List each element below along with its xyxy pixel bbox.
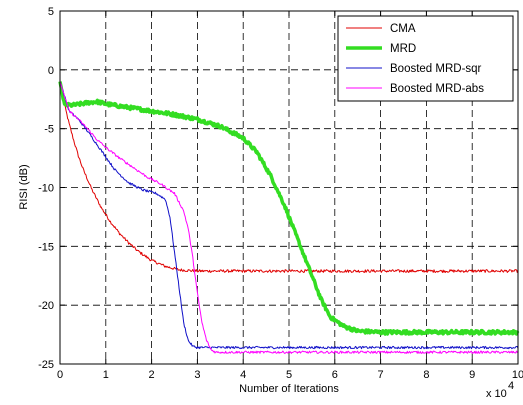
legend-label-2: Boosted MRD-sqr — [390, 63, 482, 75]
y-tick-label: -20 — [38, 300, 54, 312]
y-tick-label: 5 — [48, 6, 54, 18]
y-tick-label: -10 — [38, 183, 54, 195]
series-line-3 — [59, 81, 519, 354]
x-tick-label: 2 — [149, 369, 155, 381]
x-tick-label: 4 — [240, 369, 246, 381]
y-tick-label: -25 — [38, 359, 54, 371]
x-tick-label: 3 — [194, 369, 200, 381]
x-tick-label: 7 — [378, 369, 384, 381]
x-tick-label: 9 — [469, 369, 475, 381]
x-tick-label: 8 — [423, 369, 429, 381]
x-tick-label: 10 — [512, 369, 523, 381]
legend: CMA MRD Boosted MRD-sqr Boosted MRD-abs — [337, 15, 514, 102]
y-axis-label: RISI (dB) — [18, 164, 30, 209]
y-tick-label: -15 — [38, 241, 54, 253]
legend-label-1: MRD — [390, 43, 416, 55]
series-group — [58, 81, 520, 354]
series-line-0 — [59, 81, 519, 273]
x-tick-label: 1 — [103, 369, 109, 381]
legend-label-0: CMA — [390, 23, 416, 35]
y-tick-label: -5 — [44, 124, 54, 136]
x-tick-label: 5 — [286, 369, 292, 381]
x-multiplier-label: x 10 — [486, 388, 507, 400]
tick-labels: 0 1 2 3 4 5 6 7 8 9 10 5 0 -5 -10 -15 -20 -25 — [38, 6, 523, 381]
y-tick-label: 0 — [48, 65, 54, 77]
x-tick-label: 6 — [332, 369, 338, 381]
x-axis-label: Number of Iterations — [239, 383, 339, 395]
ticks — [59, 10, 519, 365]
legend-box — [337, 15, 514, 102]
x-multiplier-exponent: 4 — [508, 380, 514, 392]
series-line-2 — [59, 81, 519, 350]
x-tick-label: 0 — [57, 369, 63, 381]
legend-label-3: Boosted MRD-abs — [390, 83, 484, 95]
series-line-1 — [58, 81, 520, 336]
